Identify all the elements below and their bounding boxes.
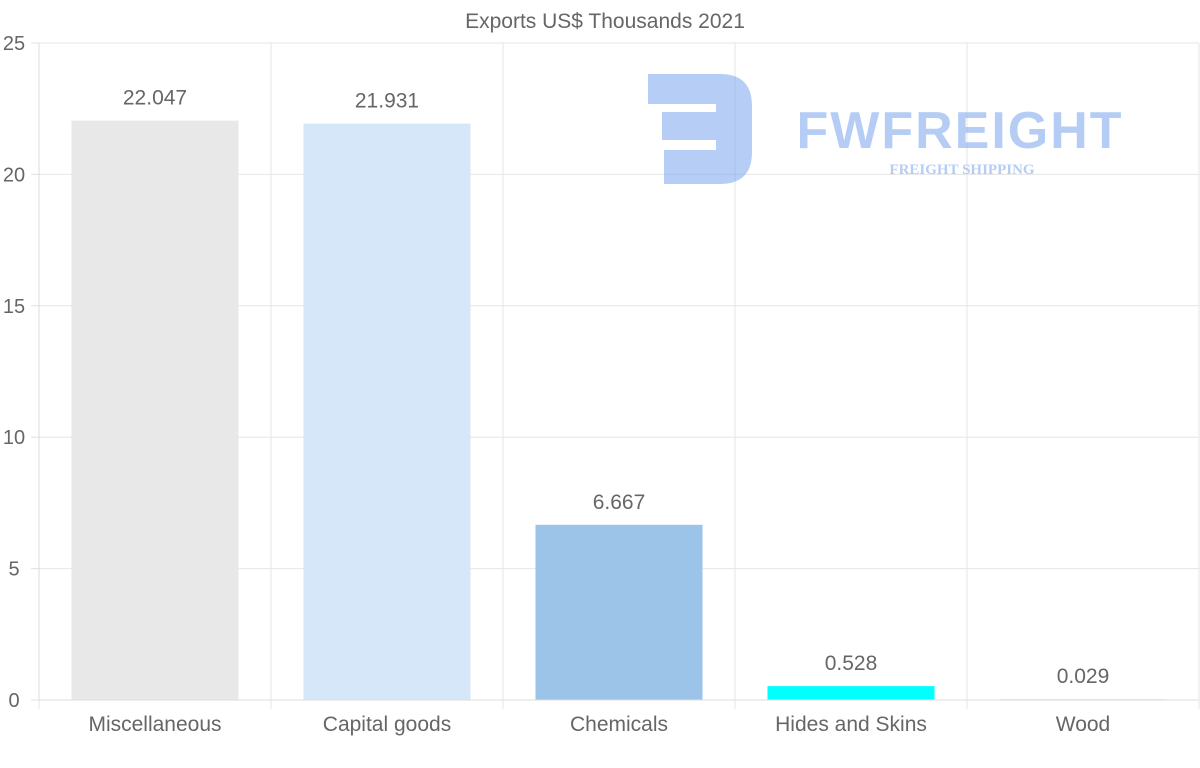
x-tick-label: Hides and Skins [775, 713, 927, 736]
y-tick-label: 5 [8, 559, 19, 581]
y-tick-label: 0 [8, 690, 19, 712]
watermark-tagline: FREIGHT SHIPPING [889, 162, 1034, 178]
value-label: 21.931 [355, 90, 419, 113]
bars: 22.047 21.931 6.667 0.528 0.029 [71, 87, 1166, 700]
chart-container: FWFREIGHT FREIGHT SHIPPING 22.047 21.931 6… [0, 0, 1200, 763]
value-label: 0.029 [1057, 665, 1110, 688]
x-tick-label: Wood [1056, 713, 1110, 736]
x-tick-label: Capital goods [323, 713, 451, 736]
bar-miscellaneous [71, 121, 238, 700]
bar-hides-and-skins [767, 686, 934, 700]
watermark-brand: FWFREIGHT [796, 102, 1123, 160]
y-tick-label: 10 [3, 427, 25, 449]
bar-chemicals [535, 525, 702, 700]
fwfreight-logo-icon [648, 74, 752, 184]
x-tick-label: Chemicals [570, 713, 668, 736]
value-label: 0.528 [825, 652, 878, 675]
value-label: 6.667 [593, 491, 646, 514]
y-tick-label: 15 [3, 296, 25, 318]
x-tick-label: Miscellaneous [88, 713, 221, 736]
watermark: FWFREIGHT FREIGHT SHIPPING [648, 74, 1124, 184]
value-label: 22.047 [123, 87, 187, 110]
chart-title: Exports US$ Thousands 2021 [465, 10, 745, 33]
y-tick-label: 25 [3, 33, 25, 55]
y-tick-label: 20 [3, 164, 25, 186]
bar-capital-goods [303, 124, 470, 700]
bar-chart: FWFREIGHT FREIGHT SHIPPING 22.047 21.931 6… [0, 0, 1200, 763]
